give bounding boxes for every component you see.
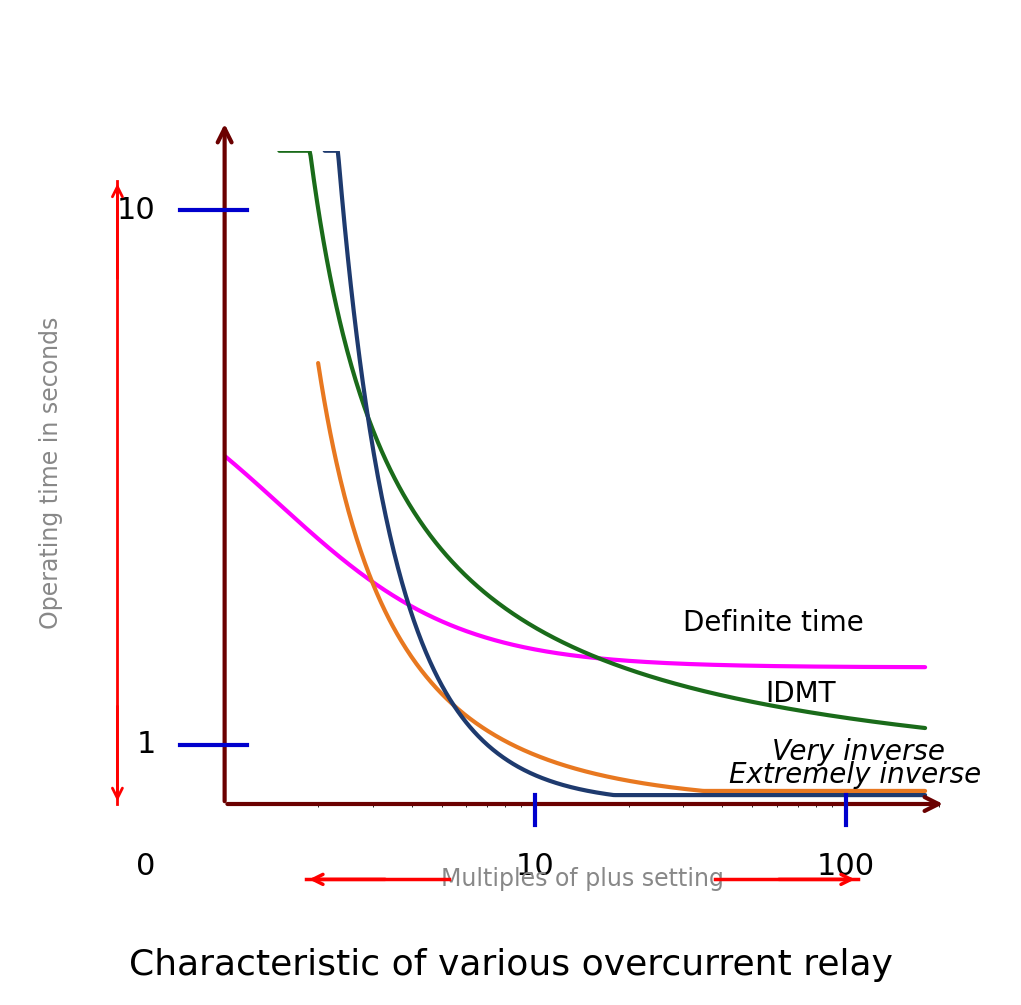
Text: 1: 1 [137,730,156,759]
Text: Multiples of plus setting: Multiples of plus setting [440,867,724,891]
Text: 10: 10 [117,196,156,225]
Text: Definite time: Definite time [683,609,864,637]
Text: 100: 100 [817,851,875,880]
Text: IDMT: IDMT [765,680,835,709]
Text: Characteristic of various overcurrent relay: Characteristic of various overcurrent re… [129,948,892,982]
Text: Operating time in seconds: Operating time in seconds [39,317,63,628]
Text: Extremely inverse: Extremely inverse [729,762,981,790]
Text: 0: 0 [137,851,156,880]
Text: Very inverse: Very inverse [772,738,945,766]
Text: 10: 10 [516,851,554,880]
